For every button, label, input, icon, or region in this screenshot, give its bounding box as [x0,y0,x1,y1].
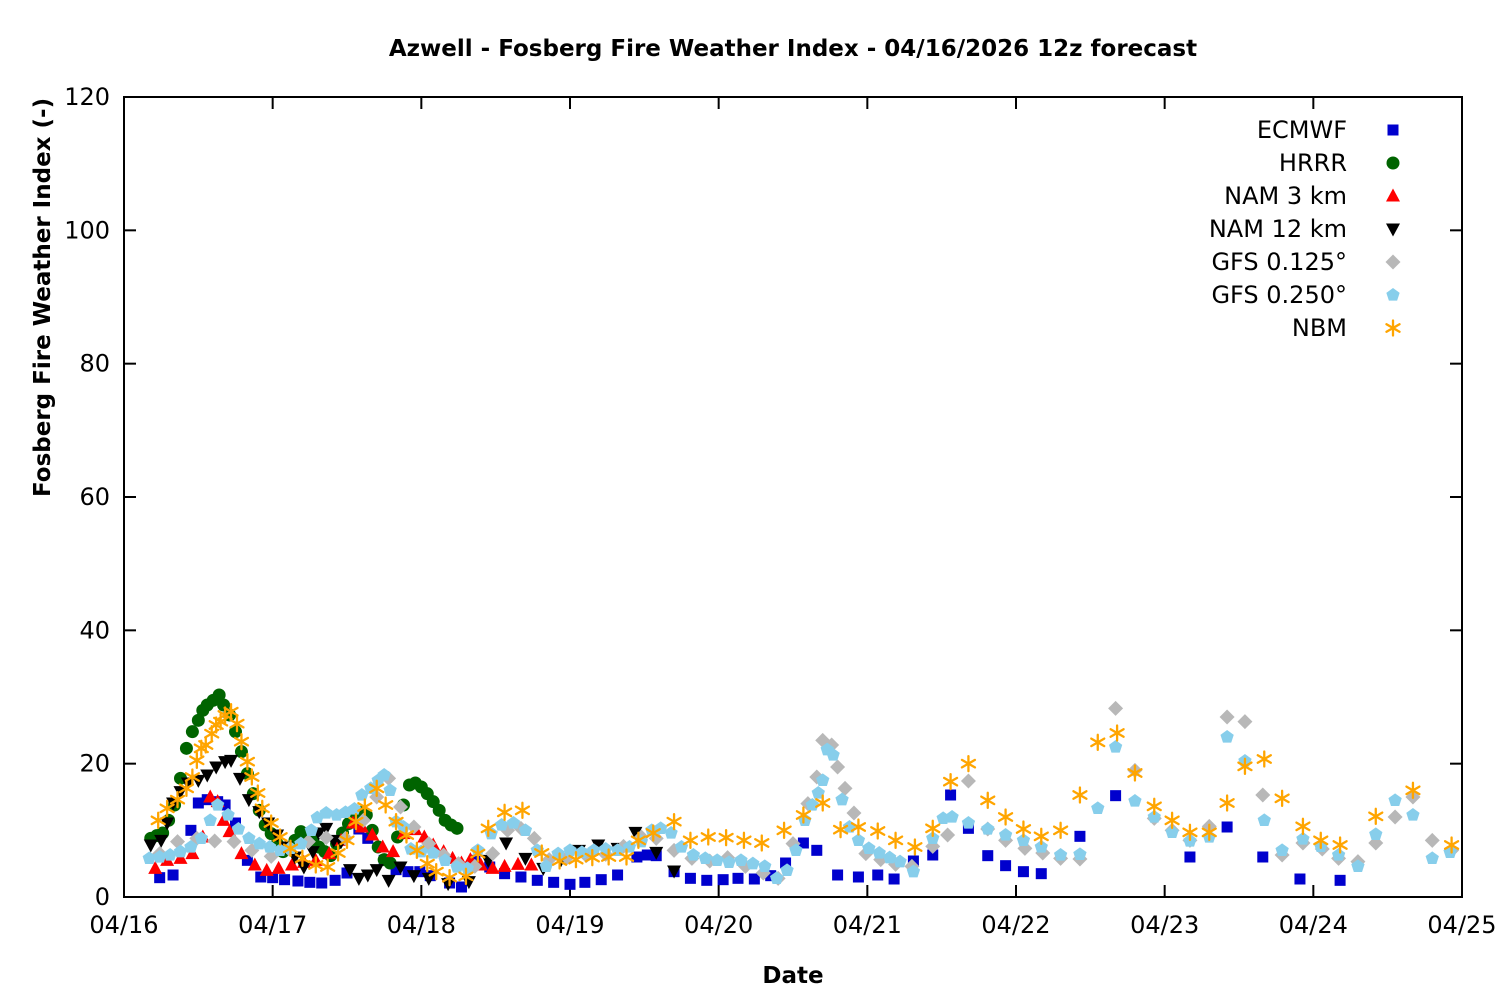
x-axis-title: Date [762,963,824,989]
y-tick-label: 60 [79,483,110,511]
x-tick-label: 04/24 [1279,911,1348,939]
y-tick-label: 120 [64,83,110,111]
legend-marker-diamond-icon [1385,254,1401,270]
x-tick-label: 04/22 [981,911,1050,939]
legend-marker-pentagon-icon [1386,288,1400,301]
legend-item-ecmwf: ECMWF [1257,116,1399,144]
x-axis: 04/16 04/17 04/18 04/19 04/20 04/21 04/22 04/23… [89,97,1497,939]
y-tick-label: 20 [79,750,110,778]
legend-label: HRRR [1279,149,1347,177]
legend-marker-square-icon [1387,124,1399,136]
x-tick-label: 04/18 [387,911,456,939]
x-tick-label: 04/17 [238,911,307,939]
x-tick-label: 04/21 [833,911,902,939]
y-tick-label: 0 [95,883,110,911]
y-axis: 0 20 40 60 80 100 120 [64,83,1462,911]
legend-item-gfs-0-250-: GFS 0.250° [1211,281,1400,309]
legend-item-hrrr: HRRR [1279,149,1400,177]
legend-marker-circle-icon [1386,156,1400,170]
legend-item-gfs-0-125-: GFS 0.125° [1211,248,1401,276]
legend-label: NAM 3 km [1224,182,1347,210]
legend-marker-triangle-up-icon [1386,188,1400,202]
y-tick-label: 80 [79,350,110,378]
chart-title: Azwell - Fosberg Fire Weather Index - 04… [388,36,1198,62]
x-tick-label: 04/20 [684,911,753,939]
legend-item-nam-3-km: NAM 3 km [1224,182,1400,210]
legend: ECMWF HRRR NAM 3 km NAM 12 km GFS 0.125° GFS … [1209,116,1401,342]
legend-label: NBM [1292,314,1347,342]
x-tick-label: 04/16 [89,911,158,939]
legend-marker-asterisk-icon [1385,319,1401,337]
y-tick-label: 40 [79,616,110,644]
legend-marker-triangle-down-icon [1386,223,1400,237]
legend-label: NAM 12 km [1209,215,1347,243]
x-tick-label: 04/23 [1130,911,1199,939]
x-tick-label: 04/19 [535,911,604,939]
series-nbm [150,703,1460,887]
legend-label: GFS 0.250° [1211,281,1347,309]
legend-label: GFS 0.125° [1211,248,1347,276]
y-tick-label: 100 [64,216,110,244]
x-tick-label: 04/25 [1427,911,1496,939]
legend-item-nbm: NBM [1292,314,1401,342]
legend-item-nam-12-km: NAM 12 km [1209,215,1400,243]
legend-label: ECMWF [1257,116,1347,144]
